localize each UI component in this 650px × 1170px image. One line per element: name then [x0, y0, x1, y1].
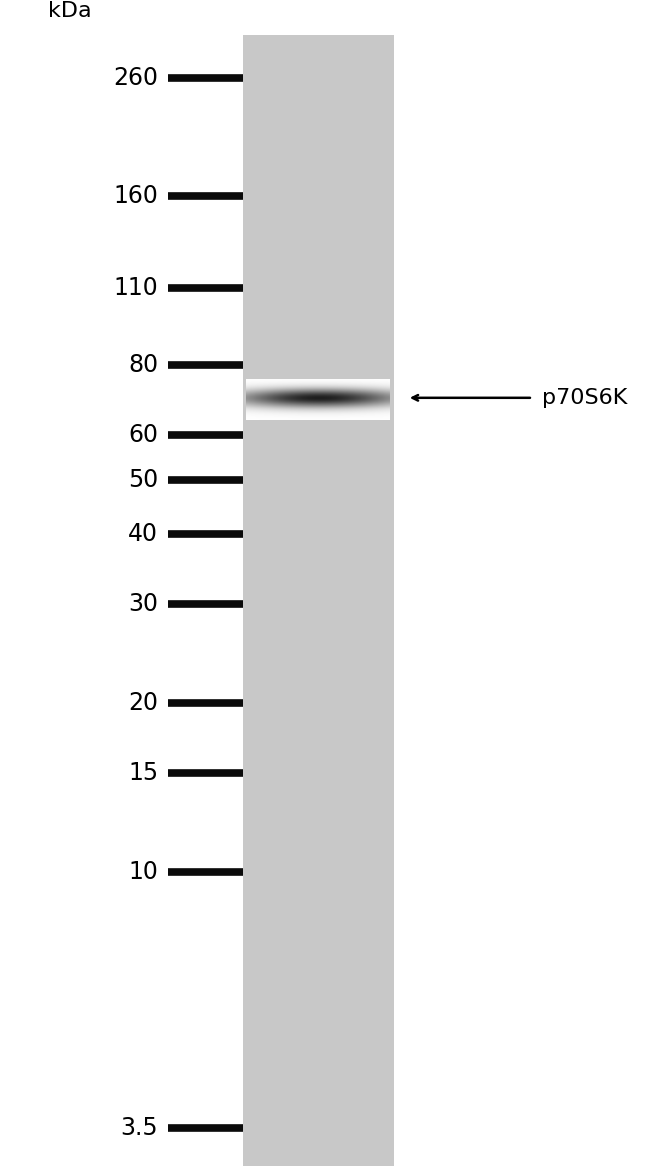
Text: 3.5: 3.5: [121, 1116, 159, 1141]
Text: 10: 10: [129, 860, 159, 885]
Text: 160: 160: [114, 184, 159, 208]
Text: p70S6K: p70S6K: [542, 387, 628, 408]
Text: 30: 30: [128, 592, 159, 617]
Text: 40: 40: [128, 522, 159, 546]
Text: 110: 110: [114, 276, 159, 300]
Bar: [243, 35, 395, 1165]
Text: 260: 260: [113, 66, 159, 90]
Text: 80: 80: [128, 353, 159, 377]
Text: kDa: kDa: [48, 1, 92, 21]
Text: 20: 20: [128, 691, 159, 715]
Text: 15: 15: [128, 762, 159, 785]
Text: 60: 60: [128, 424, 159, 447]
Text: 50: 50: [128, 468, 159, 491]
